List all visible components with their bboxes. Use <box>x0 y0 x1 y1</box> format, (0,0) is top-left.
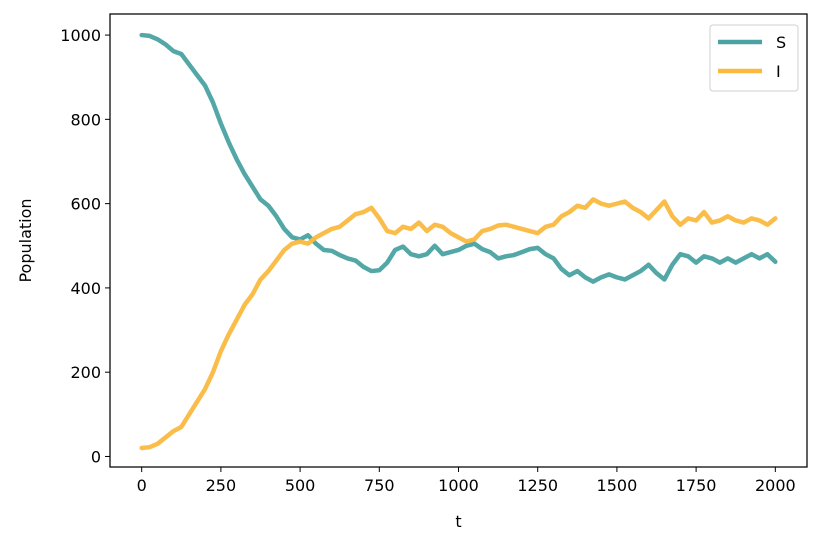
x-tick-label: 750 <box>364 476 395 495</box>
y-tick-label: 1000 <box>60 26 101 45</box>
y-axis: 0 200 400 600 800 1000 <box>60 26 110 466</box>
x-tick-label: 1250 <box>517 476 558 495</box>
x-tick-label: 2000 <box>755 476 796 495</box>
legend-label-S: S <box>776 33 786 52</box>
x-tick-label: 1000 <box>438 476 479 495</box>
y-tick-label: 0 <box>91 447 101 466</box>
y-axis-label: Population <box>16 198 35 282</box>
y-tick-label: 800 <box>70 110 101 129</box>
x-tick-label: 500 <box>285 476 316 495</box>
y-tick-label: 400 <box>70 279 101 298</box>
x-tick-label: 250 <box>206 476 237 495</box>
series-layer <box>139 32 778 451</box>
x-tick-label: 1500 <box>597 476 638 495</box>
legend: SI <box>709 24 799 92</box>
x-tick-label: 1750 <box>676 476 717 495</box>
y-tick-label: 200 <box>70 363 101 382</box>
x-axis-label: t <box>455 512 461 531</box>
series-line-S <box>139 32 778 284</box>
y-tick-label: 600 <box>70 195 101 214</box>
x-tick-label: 0 <box>137 476 147 495</box>
legend-label-I: I <box>776 62 781 81</box>
series-line-I <box>139 197 778 451</box>
x-axis: 0 250 500 750 1000 1250 1500 1750 2000 <box>137 467 796 495</box>
